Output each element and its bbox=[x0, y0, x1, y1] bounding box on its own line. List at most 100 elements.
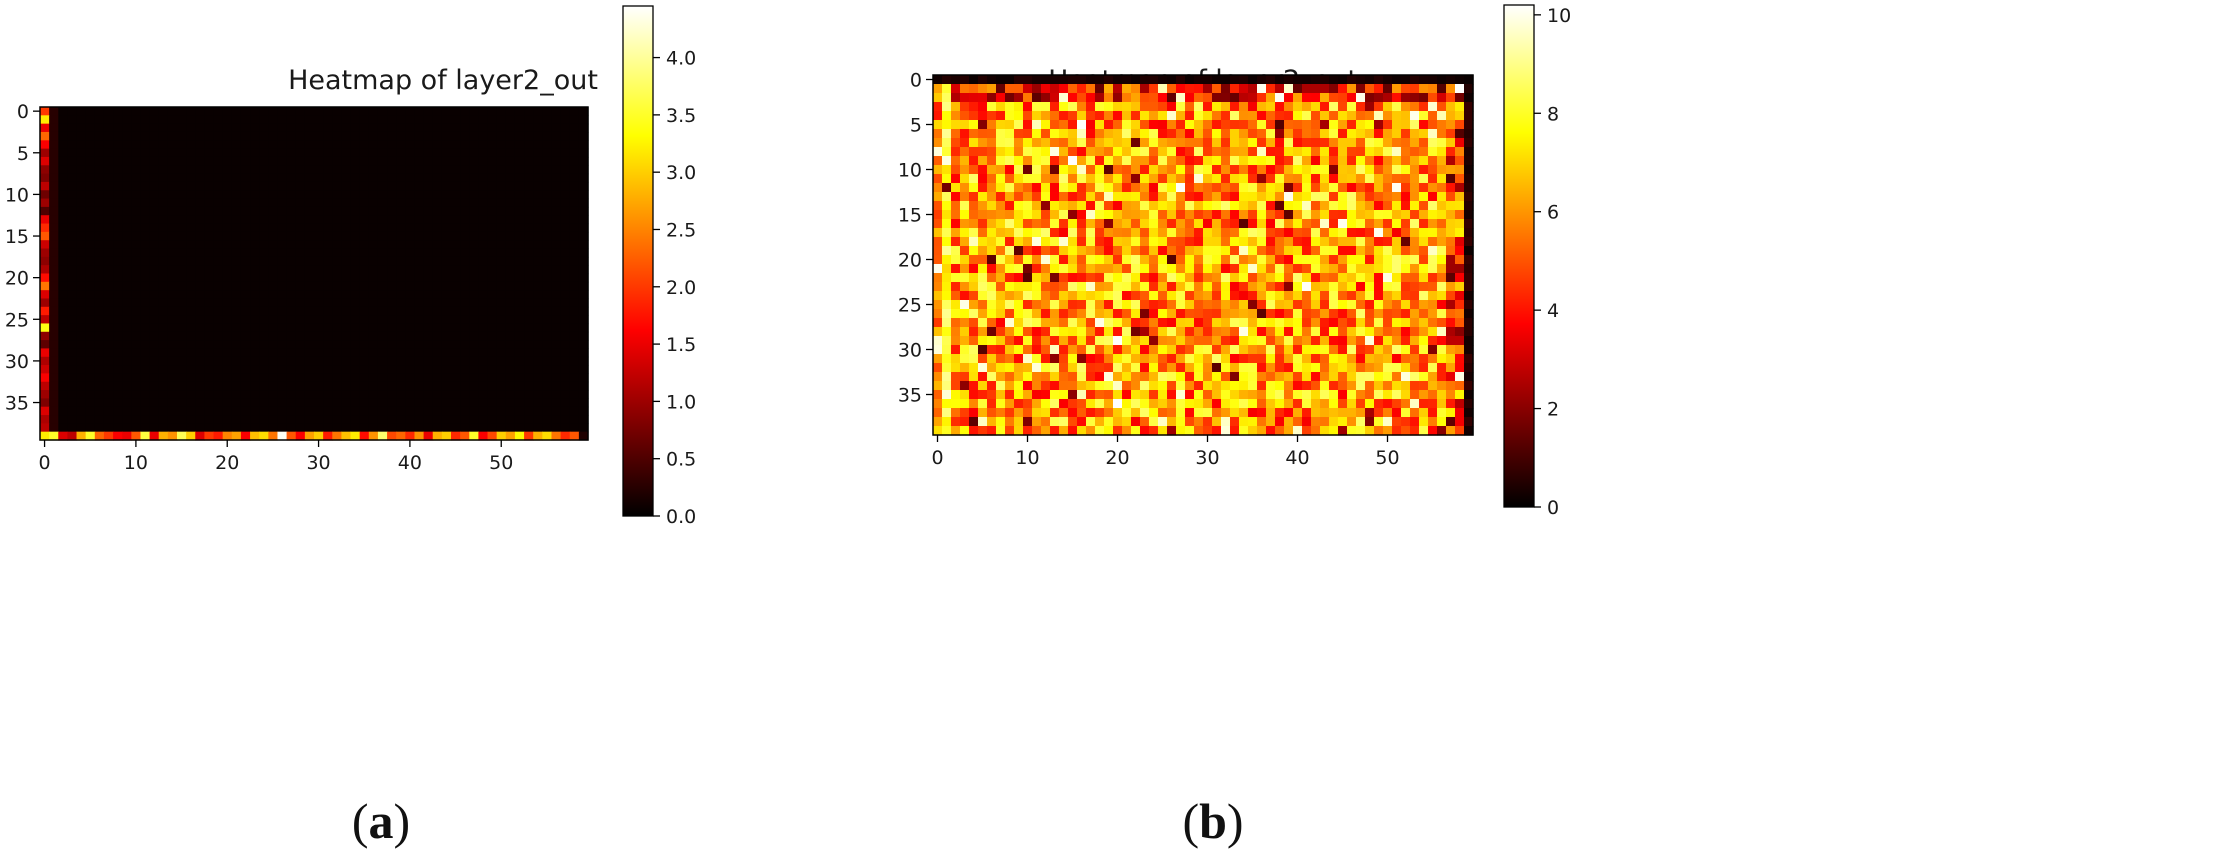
heatmap-cell bbox=[377, 406, 388, 416]
heatmap-cell bbox=[1446, 75, 1456, 85]
heatmap-cell bbox=[1122, 102, 1132, 112]
heatmap-cell bbox=[1401, 120, 1411, 130]
heatmap-cell bbox=[933, 255, 943, 265]
heatmap-cell bbox=[405, 131, 416, 141]
heatmap-cell bbox=[1167, 237, 1177, 247]
heatmap-cell bbox=[478, 148, 489, 158]
heatmap-cell bbox=[551, 298, 562, 308]
heatmap-cell bbox=[1347, 111, 1357, 121]
heatmap-cell bbox=[149, 140, 160, 150]
heatmap-cell bbox=[487, 165, 498, 175]
heatmap-cell bbox=[551, 415, 562, 424]
heatmap-cell bbox=[131, 281, 142, 291]
heatmap-cell bbox=[460, 107, 470, 116]
heatmap-cell bbox=[1293, 201, 1303, 211]
heatmap-cell bbox=[332, 148, 342, 158]
heatmap-cell bbox=[332, 123, 342, 133]
heatmap-cell bbox=[1203, 102, 1213, 112]
heatmap-cell bbox=[414, 173, 425, 183]
heatmap-cell bbox=[1041, 246, 1051, 256]
heatmap-cell bbox=[350, 156, 361, 166]
heatmap-cell bbox=[1032, 336, 1042, 346]
heatmap-cell bbox=[524, 290, 534, 300]
heatmap-cell bbox=[460, 206, 470, 216]
heatmap-cell bbox=[960, 408, 970, 418]
heatmap-cell bbox=[1455, 327, 1465, 337]
heatmap-cell bbox=[131, 107, 142, 116]
heatmap-cell bbox=[1248, 300, 1258, 310]
heatmap-cell bbox=[1167, 327, 1177, 337]
heatmap-cell bbox=[1374, 246, 1384, 256]
heatmap-cell bbox=[1248, 228, 1258, 238]
heatmap-cell bbox=[231, 331, 242, 341]
heatmap-cell bbox=[478, 265, 489, 275]
heatmap-cell bbox=[578, 181, 589, 191]
heatmap-cell bbox=[1239, 75, 1249, 85]
heatmap-cell bbox=[1059, 219, 1069, 229]
heatmap-cell bbox=[460, 248, 470, 258]
heatmap-cell bbox=[978, 138, 988, 148]
heatmap-cell bbox=[1023, 273, 1033, 283]
heatmap-cell bbox=[478, 198, 489, 208]
heatmap-cell bbox=[1446, 363, 1456, 373]
heatmap-cell bbox=[405, 231, 416, 241]
heatmap-cell bbox=[1410, 237, 1420, 247]
heatmap-cell bbox=[113, 181, 123, 191]
heatmap-cell bbox=[277, 423, 288, 433]
heatmap-cell bbox=[85, 190, 96, 200]
heatmap-cell bbox=[268, 248, 279, 258]
heatmap-cell bbox=[1050, 345, 1060, 355]
heatmap-cell bbox=[1257, 84, 1267, 94]
heatmap-cell bbox=[1014, 354, 1024, 364]
heatmap-cell bbox=[195, 340, 205, 350]
heatmap-cell bbox=[551, 148, 562, 158]
heatmap-cell bbox=[1068, 210, 1078, 220]
heatmap-cell bbox=[1032, 147, 1042, 157]
heatmap-cell bbox=[578, 156, 589, 166]
heatmap-cell bbox=[1149, 309, 1159, 319]
heatmap-cell bbox=[1374, 255, 1384, 265]
heatmap-cell bbox=[451, 431, 461, 441]
heatmap-cell bbox=[113, 298, 123, 308]
heatmap-cell bbox=[978, 363, 988, 373]
heatmap-cell bbox=[1131, 147, 1141, 157]
heatmap-cell bbox=[551, 256, 562, 266]
heatmap-cell bbox=[1284, 417, 1294, 427]
heatmap-cell bbox=[222, 423, 233, 433]
heatmap-cell bbox=[1014, 165, 1024, 175]
heatmap-cell bbox=[1113, 309, 1123, 319]
heatmap-cell bbox=[505, 140, 516, 150]
heatmap-cell bbox=[505, 256, 516, 266]
heatmap-cell bbox=[1266, 372, 1276, 382]
heatmap-cell bbox=[487, 131, 498, 141]
heatmap-cell bbox=[460, 406, 470, 416]
heatmap-cell bbox=[277, 431, 288, 441]
heatmap-cell bbox=[58, 223, 68, 233]
heatmap-cell bbox=[942, 255, 952, 265]
heatmap-cell bbox=[551, 173, 562, 183]
heatmap-cell bbox=[213, 165, 224, 175]
heatmap-cell bbox=[49, 256, 59, 266]
heatmap-cell bbox=[222, 256, 233, 266]
heatmap-cell bbox=[1437, 354, 1447, 364]
heatmap-cell bbox=[996, 309, 1006, 319]
heatmap-cell bbox=[1158, 300, 1168, 310]
heatmap-cell bbox=[268, 381, 279, 391]
heatmap-cell bbox=[1230, 237, 1240, 247]
heatmap-cell bbox=[259, 173, 269, 183]
heatmap-cell bbox=[103, 140, 114, 150]
heatmap-cell bbox=[1005, 372, 1015, 382]
heatmap-cell bbox=[213, 331, 224, 341]
heatmap-cell bbox=[460, 265, 470, 275]
heatmap-cell bbox=[213, 265, 224, 275]
heatmap-cell bbox=[1230, 372, 1240, 382]
heatmap-cell bbox=[277, 148, 288, 158]
heatmap-cell bbox=[1455, 219, 1465, 229]
heatmap-cell bbox=[551, 315, 562, 325]
heatmap-cell bbox=[423, 248, 434, 258]
heatmap-cell bbox=[1338, 219, 1348, 229]
heatmap-cell bbox=[131, 331, 142, 341]
heatmap-cell bbox=[1050, 192, 1060, 202]
heatmap-cell bbox=[478, 190, 489, 200]
heatmap-cell bbox=[85, 365, 96, 374]
